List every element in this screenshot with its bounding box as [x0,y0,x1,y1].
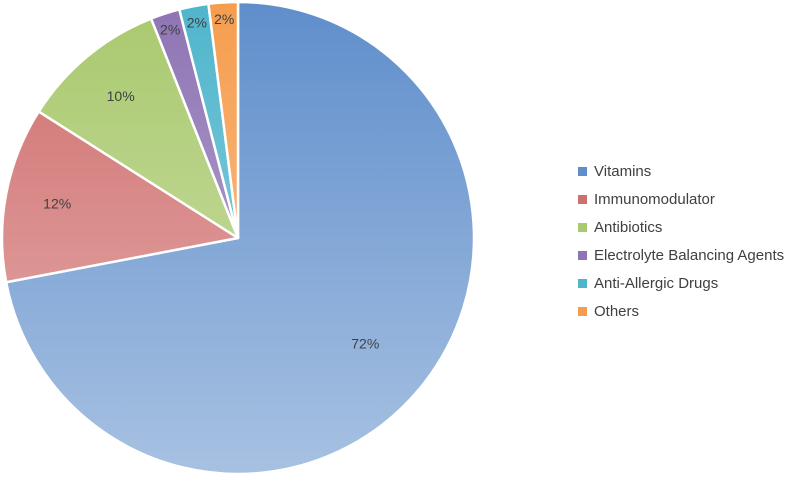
data-label-immunomodulator: 12% [43,196,71,212]
legend: Vitamins Immunomodulator Antibiotics Electr… [578,157,810,325]
legend-item-vitamins: Vitamins [578,157,810,185]
legend-item-immunomodulator: Immunomodulator [578,185,810,213]
data-label-others: 2% [214,11,234,27]
legend-item-others: Others [578,297,810,325]
legend-swatch-others [578,306,587,316]
data-label-electrolyte-balancing-agents: 2% [160,21,180,37]
legend-label-vitamins: Vitamins [594,162,652,180]
legend-swatch-immunomodulator [578,194,587,204]
legend-item-antibiotics: Antibiotics [578,213,810,241]
legend-swatch-anti-allergic-drugs [578,278,587,288]
legend-label-antibiotics: Antibiotics [594,218,663,236]
data-label-anti-allergic-drugs: 2% [187,14,207,30]
legend-item-electrolyte-balancing-agents: Electrolyte Balancing Agents [578,241,810,269]
pie-slice-immunomodulator [0,110,240,284]
legend-item-anti-allergic-drugs: Anti-Allergic Drugs [578,269,810,297]
legend-label-immunomodulator: Immunomodulator [594,190,715,208]
data-label-antibiotics: 10% [107,88,135,104]
legend-swatch-vitamins [578,166,587,176]
legend-label-electrolyte-balancing-agents: Electrolyte Balancing Agents [594,246,785,264]
pie-slice-others [207,0,240,240]
legend-swatch-electrolyte-balancing-agents [578,250,587,260]
pie-slice-vitamins [4,0,476,476]
data-label-vitamins: 72% [351,335,379,351]
pie-slice-antibiotics [37,17,240,240]
legend-swatch-antibiotics [578,222,587,232]
legend-label-anti-allergic-drugs: Anti-Allergic Drugs [594,274,719,292]
legend-label-others: Others [594,302,640,320]
